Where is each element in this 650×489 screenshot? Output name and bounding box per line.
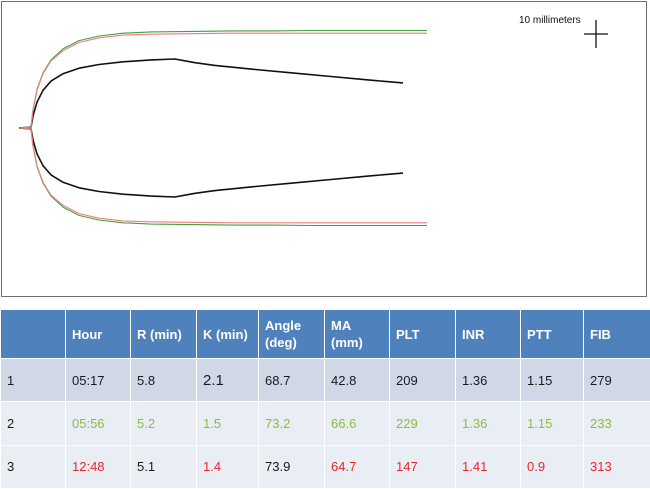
column-header-text: K (min) — [203, 326, 248, 342]
table-row: 2 05:56 5.2 1.5 73.2 66.6 229 1.36 1.15 233 — [0, 401, 650, 446]
table-cell: 1.4 — [196, 444, 259, 489]
table-header-row: Hour R (min) K (min) Angle (deg) MA (mm) PLT INR… — [0, 309, 650, 359]
trace-line-2-lower — [18, 127, 427, 224]
trace-line-0-lower — [18, 127, 404, 198]
column-header-4: Angle (deg) — [258, 309, 325, 359]
table-cell: 68.7 — [258, 357, 325, 403]
table-cell: 1.15 — [520, 401, 584, 446]
column-header-text: Angle — [265, 318, 302, 333]
table-row: 3 12:48 5.1 1.4 73.9 64.7 147 1.41 0.9 313 — [0, 444, 650, 489]
table-cell: 1 — [0, 357, 66, 403]
table-cell: 1.36 — [455, 357, 521, 403]
column-header-0 — [0, 309, 66, 359]
column-header-9: FIB — [583, 309, 650, 359]
table-cell: 5.8 — [130, 357, 197, 403]
table-cell: 5.1 — [130, 444, 197, 489]
table-cell: 233 — [583, 401, 650, 446]
column-header-text: (mm) — [331, 335, 363, 350]
column-header-text: INR — [462, 326, 485, 342]
table-cell: 64.7 — [324, 444, 390, 489]
column-header-6: PLT — [389, 309, 456, 359]
column-header-text: MA — [331, 318, 352, 333]
table-cell: 0.9 — [520, 444, 584, 489]
table-cell: 05:17 — [65, 357, 131, 403]
column-header-5: MA (mm) — [324, 309, 390, 359]
trace-line-0-upper — [18, 58, 404, 129]
column-header-text: Hour — [72, 326, 103, 342]
column-header-text: R (min) — [137, 326, 182, 342]
column-header-text: PLT — [396, 326, 420, 342]
table-cell: 73.9 — [258, 444, 325, 489]
table-row: 1 05:17 5.8 2.1 68.7 42.8 209 1.36 1.15 279 — [0, 357, 650, 403]
trace-line-2-upper — [18, 32, 427, 129]
table-cell: 147 — [389, 444, 456, 489]
column-header-text: FIB — [590, 326, 611, 342]
table-cell: 279 — [583, 357, 650, 403]
column-header-2: R (min) — [130, 309, 197, 359]
table-cell: 3 — [0, 444, 66, 489]
column-header-8: PTT — [520, 309, 584, 359]
table-cell: 66.6 — [324, 401, 390, 446]
column-header-3: K (min) — [196, 309, 259, 359]
column-header-1: Hour — [65, 309, 131, 359]
table-cell: 1.36 — [455, 401, 521, 446]
table-cell: 2 — [0, 401, 66, 446]
table-cell: 229 — [389, 401, 456, 446]
results-table: Hour R (min) K (min) Angle (deg) MA (mm) PLT INR… — [0, 309, 650, 489]
column-header-text: (deg) — [265, 335, 297, 350]
column-header-7: INR — [455, 309, 521, 359]
table-cell: 313 — [583, 444, 650, 489]
table-cell: 209 — [389, 357, 456, 403]
table-cell: 1.5 — [196, 401, 259, 446]
tracing-svg — [18, 20, 608, 227]
scale-bar-label: 10 millimeters — [519, 15, 581, 26]
tracing-plot: 10 millimeters — [1, 1, 647, 297]
table-cell: 42.8 — [324, 357, 390, 403]
table-cell: 12:48 — [65, 444, 131, 489]
table-cell: 73.2 — [258, 401, 325, 446]
table-cell: 05:56 — [65, 401, 131, 446]
table-cell: 1.41 — [455, 444, 521, 489]
column-header-text: PTT — [527, 326, 552, 342]
table-cell: 2.1 — [196, 357, 259, 403]
table-cell: 1.15 — [520, 357, 584, 403]
table-cell: 5.2 — [130, 401, 197, 446]
